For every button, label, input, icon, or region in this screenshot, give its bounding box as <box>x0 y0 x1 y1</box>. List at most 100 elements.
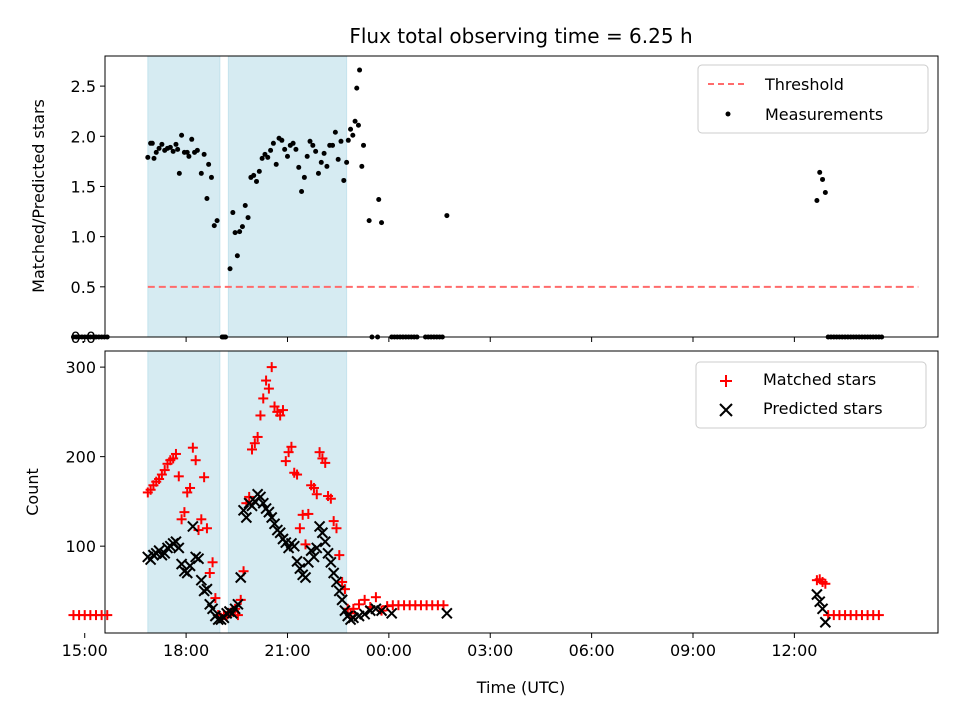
predicted-star-point <box>322 547 334 560</box>
predicted-star-b <box>358 608 371 620</box>
predicted-star-b <box>333 585 346 597</box>
matched-star-point <box>873 610 884 621</box>
predicted-star-b <box>170 535 182 548</box>
matched-star-point <box>199 472 210 483</box>
measurement-point <box>352 118 358 124</box>
measurement-point <box>159 141 165 147</box>
predicted-star-b <box>268 518 281 530</box>
predicted-star-b <box>330 576 343 588</box>
matched-star-point <box>190 455 201 466</box>
matched-star-point <box>314 447 325 458</box>
predicted-star-point <box>385 607 398 620</box>
predicted-star-point <box>232 598 244 611</box>
matched-star-point <box>320 457 331 468</box>
measurement-point <box>201 151 207 157</box>
matched-star-point <box>179 507 190 518</box>
predicted-star-b <box>370 603 382 615</box>
predicted-star-point <box>305 544 317 557</box>
measurement-point <box>290 140 296 146</box>
top-shaded-interval <box>227 55 348 338</box>
predicted-star-point <box>192 552 205 565</box>
measurement-point <box>341 177 347 183</box>
matched-star-point <box>277 405 288 416</box>
predicted-star-b <box>181 567 193 579</box>
measurement-point <box>232 230 238 236</box>
predicted-star-point <box>181 567 193 579</box>
predicted-star-b <box>232 598 244 611</box>
measurement-point <box>251 172 257 178</box>
predicted-star-b <box>288 540 300 552</box>
measurement-point <box>227 266 233 272</box>
matched-star-point <box>102 610 113 621</box>
legend-top: Threshold Measurements <box>697 64 929 134</box>
predicted-star-point <box>814 595 826 608</box>
measurement-point <box>279 137 285 143</box>
measurement-point <box>369 334 375 340</box>
matched-star-point <box>196 514 207 525</box>
matched-star-point <box>354 599 365 610</box>
measurement-point <box>444 213 450 219</box>
measurement-point <box>379 220 385 226</box>
predicted-star-b <box>811 588 823 601</box>
matched-star-point <box>210 593 221 604</box>
bottom-xtick-label: 06:00 <box>569 641 615 660</box>
measurement-point <box>361 142 367 148</box>
matched-star-point <box>331 523 342 534</box>
predicted-star-point <box>173 542 185 554</box>
matched-star-point <box>247 444 257 455</box>
predicted-star-point <box>257 497 269 509</box>
measurement-point <box>194 147 200 153</box>
matched-star-point <box>207 557 218 568</box>
measurement-point <box>268 147 274 153</box>
top-shaded-interval <box>147 55 221 338</box>
measurement-point <box>104 334 110 340</box>
matched-star-point <box>204 568 215 579</box>
predicted-star-point <box>816 603 829 615</box>
matched-star-point <box>269 401 280 412</box>
predicted-star-b <box>339 604 351 617</box>
measurement-point <box>313 148 319 154</box>
predicted-star-b <box>187 520 199 533</box>
matched-star-point <box>170 448 181 459</box>
matched-star-point <box>159 465 170 476</box>
predicted-star-point <box>375 604 388 617</box>
matched-star-point <box>348 603 359 614</box>
matched-star-point <box>235 594 246 605</box>
predicted-star-b <box>319 535 331 548</box>
measurement-point <box>230 210 236 216</box>
predicted-star-b <box>327 567 340 579</box>
top-ytick-label: 2.0 <box>71 127 96 146</box>
matched-star-point <box>176 514 187 525</box>
predicted-star-b <box>235 571 247 584</box>
measurement-point <box>296 164 302 170</box>
bottom-xlabel: Time (UTC) <box>476 678 565 697</box>
measurement-point <box>245 215 251 221</box>
measurement-point <box>184 149 190 155</box>
measurement-point <box>259 155 265 161</box>
measurement-point <box>206 161 212 167</box>
predicted-star-b <box>204 598 216 611</box>
measurement-point <box>822 189 828 195</box>
measurement-point <box>315 170 321 176</box>
measurement-point <box>153 149 159 155</box>
measurement-point <box>242 203 248 209</box>
measurement-point <box>273 161 279 167</box>
matched-star-point <box>244 491 255 502</box>
top-plot-frame <box>104 55 939 338</box>
top-panel: 0.00.51.01.52.02.5 <box>71 55 939 347</box>
matched-star-point <box>286 441 297 452</box>
legend-measurements-swatch <box>725 111 731 117</box>
top-ytick-label: 2.5 <box>71 77 96 96</box>
measurement-point <box>223 334 229 340</box>
bottom-xtick-label: 03:00 <box>467 641 513 660</box>
measurement-point <box>234 253 240 259</box>
predicted-star-b <box>313 520 326 533</box>
predicted-star-b <box>237 504 250 517</box>
measurement-point <box>208 174 214 180</box>
matched-star-point <box>325 493 336 504</box>
measurement-point <box>321 150 327 156</box>
measurement-point <box>145 154 151 160</box>
predicted-star-point <box>288 540 300 552</box>
matched-star-point <box>275 410 286 421</box>
